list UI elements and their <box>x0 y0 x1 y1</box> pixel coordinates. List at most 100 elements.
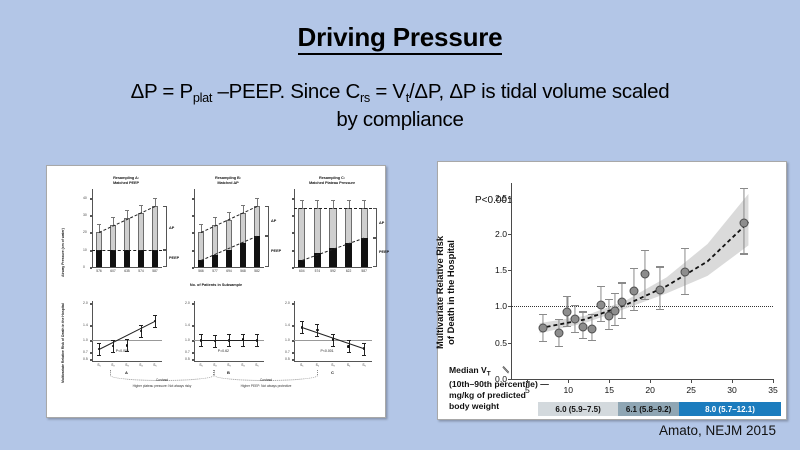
risk-xcat-label: S₅ <box>362 363 366 367</box>
resampling-panel-title: Resampling B: Matched ΔP <box>180 175 276 185</box>
peep-bar <box>225 249 233 267</box>
error-bar-cap <box>605 328 614 330</box>
right-chart-xtick-mark <box>732 379 734 383</box>
vt-segment-1: 6.0 (5.9–7.5) <box>538 402 619 416</box>
risk-ytick-mark <box>90 325 92 328</box>
resampling-y-axis <box>294 189 295 267</box>
risk-data-point <box>111 344 115 348</box>
error-bar-cap <box>570 331 579 333</box>
resampling-error-bar <box>243 205 244 214</box>
resampling-xcat-label: 635 <box>124 269 130 273</box>
risk-error-cap <box>241 333 245 335</box>
risk-ytick-label: 0.5 <box>83 357 88 362</box>
risk-data-point <box>347 345 350 348</box>
risk-panel-pvalue: P<0.001 <box>320 349 334 353</box>
right-chart-ytick-mark <box>508 197 511 199</box>
resampling-error-bar <box>348 200 350 209</box>
resampling-ytick-mark <box>90 232 92 235</box>
resampling-title-line2: Matched Plateau Pressure <box>308 180 356 185</box>
resampling-error-cap <box>111 217 115 219</box>
risk-ytick-mark <box>192 302 194 305</box>
right-chart-xtick-label: 15 <box>604 385 615 395</box>
error-bar-cap <box>579 338 588 340</box>
resampling-panel-3: Resampling C: Matched Plateau Pressure 604… <box>280 175 389 287</box>
risk-xcat-label: S₂ <box>213 363 217 367</box>
risk-ytick-mark <box>90 302 92 305</box>
resampling-error-cap <box>315 200 320 201</box>
right-chart-xtick-mark <box>691 379 693 383</box>
risk-ytick-label: 1.4 <box>285 323 290 328</box>
risk-error-cap <box>362 342 367 344</box>
risk-error-cap <box>153 314 157 316</box>
risk-xcat-label: S₃ <box>227 363 231 367</box>
resampling-error-bar <box>215 217 216 226</box>
risk-panel-B: 0.5 0.7 1.0 1.4 2.0 S₁ S₂ S₃ S₄ S₅ P=0.62 B <box>180 297 276 393</box>
resampling-xcat-label: 577 <box>212 269 218 273</box>
risk-data-point <box>316 328 319 332</box>
resampling-xcat-label: 574 <box>138 269 144 273</box>
resampling-error-bar <box>301 200 303 209</box>
peep-bar <box>95 249 103 267</box>
risk-ytick-label: 0.5 <box>285 357 290 362</box>
risk-ytick-label: 2.0 <box>185 300 190 305</box>
right-chart-ytick-label: 2.5 <box>495 192 507 203</box>
contrast-text-1: Higher plateau pressure: Not always risk… <box>132 384 192 388</box>
peep-brace <box>265 235 269 267</box>
error-bar-cap <box>629 267 638 270</box>
data-point <box>538 323 548 333</box>
risk-ytick-mark <box>292 340 294 343</box>
risk-trend-line <box>201 340 257 342</box>
risk-x-axis <box>294 361 372 362</box>
delta-p-brace <box>265 206 269 236</box>
resampling-xcat-label: 582 <box>254 269 260 273</box>
delta-p-label: ΔP <box>271 219 277 224</box>
resampling-ytick-mark <box>292 197 294 200</box>
formula-sub-rs: rs <box>359 90 370 106</box>
data-point <box>610 306 620 316</box>
risk-xcat-label: S₄ <box>241 363 245 367</box>
resampling-risk-row: Multivariate Relative Risk of Death in t… <box>52 297 380 393</box>
error-bar-cap <box>681 248 690 250</box>
risk-data-point <box>199 339 203 342</box>
left-top-xaxis-title: No. of Patients in Subsample <box>189 283 243 287</box>
resampling-error-bar <box>317 200 319 209</box>
risk-x-axis <box>194 361 264 362</box>
peep-bar <box>239 242 247 267</box>
error-bar-cap <box>555 318 564 320</box>
right-chart-xtick-label: 25 <box>686 385 696 395</box>
risk-error-cap <box>111 352 115 353</box>
risk-ytick-label: 1.0 <box>83 338 88 343</box>
data-point <box>604 311 614 321</box>
resampling-ytick-mark <box>90 249 92 252</box>
risk-error-cap <box>315 335 320 337</box>
resampling-ytick-mark <box>90 267 92 269</box>
resampling-error-cap <box>255 198 259 200</box>
risk-data-point <box>362 347 366 350</box>
resampling-xcat-label: 587 <box>361 269 367 273</box>
peep-bar <box>253 235 261 267</box>
fit-line <box>539 221 750 330</box>
risk-error-cap <box>299 333 304 334</box>
risk-error-cap <box>255 346 259 348</box>
peep-bar <box>197 260 205 267</box>
risk-y-axis <box>294 301 295 361</box>
peep-brace <box>373 237 377 267</box>
peep-bar <box>109 249 117 267</box>
right-chart-xtick-mark <box>568 379 570 383</box>
contrast-arc-1 <box>110 370 214 381</box>
resampling-error-cap <box>227 212 231 213</box>
error-bar-cap <box>681 294 690 296</box>
resampling-xcat-label: 568 <box>240 269 246 273</box>
risk-ytick-label: 1.0 <box>285 338 290 343</box>
resampling-error-cap <box>362 200 367 201</box>
source-attribution: Amato, NEJM 2015 <box>658 423 776 438</box>
risk-xcat-label: S₃ <box>331 363 335 367</box>
data-point <box>739 218 749 228</box>
right-chart-ytick-mark <box>508 379 511 380</box>
right-chart-ylabel: Multivariate Relative Risk of Death in t… <box>434 236 457 349</box>
resampling-error-cap <box>299 200 304 201</box>
risk-xcat-label: S₂ <box>315 363 320 367</box>
error-bar-cap <box>610 325 619 327</box>
right-chart-xtick-label: 30 <box>727 385 737 395</box>
resampling-title-line1: Resampling C: <box>319 175 345 180</box>
